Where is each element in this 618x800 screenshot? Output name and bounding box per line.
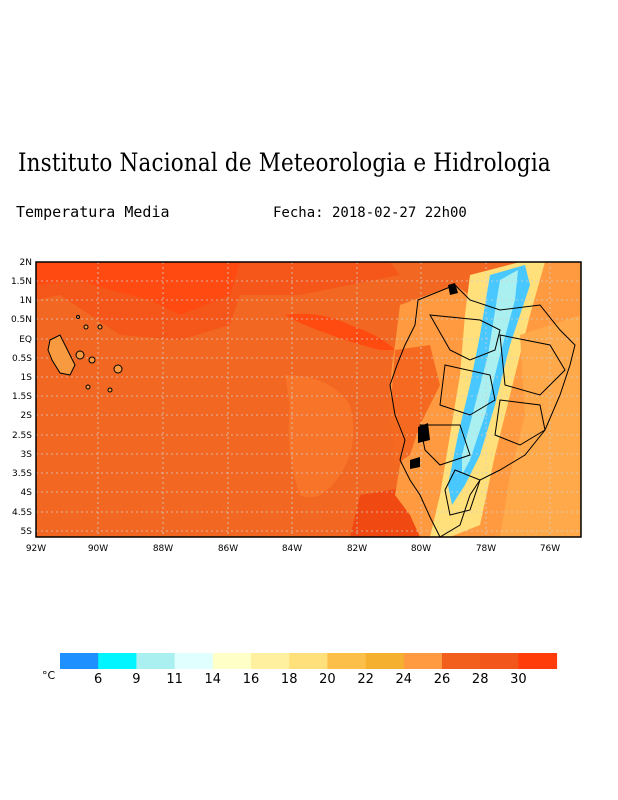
legend-tick-label: 24 (396, 672, 413, 687)
legend-swatch (365, 653, 405, 669)
lon-tick-label: 84W (282, 544, 302, 554)
legend-tick-label: 18 (281, 672, 298, 687)
lat-tick-label: 3S (21, 450, 33, 460)
lat-tick-label: 1S (21, 373, 33, 383)
lon-tick-label: 92W (26, 544, 46, 554)
temperature-map: 2N 1.5N 1N 0.5N EQ 0.5S 1S 1.5S 2S 2.5S … (0, 255, 618, 565)
lat-axis: 2N 1.5N 1N 0.5N EQ 0.5S 1S 1.5S 2S 2.5S … (11, 258, 32, 537)
ecuador-borders (389, 284, 576, 537)
legend-swatch (60, 653, 99, 669)
lat-tick-label: 1N (20, 296, 32, 306)
galapagos-islands (47, 315, 123, 393)
legend-tick-label: 22 (357, 672, 374, 687)
legend-swatch (327, 653, 367, 669)
legend-swatch (480, 653, 519, 669)
variable-label: Temperatura Media (16, 203, 170, 221)
lat-tick-label: 4.5S (12, 508, 32, 518)
legend-tick-label: 11 (166, 672, 183, 687)
lat-tick-label: 2N (20, 258, 32, 268)
lat-tick-label: 4S (21, 488, 33, 498)
lat-tick-label: 0.5N (11, 315, 32, 325)
legend-swatch (518, 653, 558, 669)
lat-tick-label: 1.5S (12, 392, 32, 402)
legend-swatch (212, 653, 252, 669)
legend-swatch (289, 653, 328, 669)
lat-tick-label: 3.5S (12, 469, 32, 479)
legend-swatch (98, 653, 137, 669)
coastal-islands (410, 283, 458, 469)
lon-tick-label: 86W (218, 544, 238, 554)
legend-tick-label: 16 (243, 672, 260, 687)
lon-tick-label: 82W (347, 544, 367, 554)
color-legend: °C 6 9 11 14 16 18 20 22 24 26 28 30 (40, 650, 580, 700)
graticule (36, 262, 581, 537)
lat-tick-label: EQ (19, 335, 32, 345)
legend-tick-label: 20 (319, 672, 336, 687)
legend-swatch (174, 653, 214, 669)
legend-tick-label: 14 (205, 672, 222, 687)
legend-tick-label: 9 (132, 672, 140, 687)
institution-title: Instituto Nacional de Meteorologia e Hid… (18, 148, 551, 177)
legend-swatch (136, 653, 176, 669)
legend-swatch (251, 653, 290, 669)
map-field (36, 262, 581, 537)
lat-tick-label: 5S (21, 527, 33, 537)
lat-tick-label: 2.5S (12, 431, 32, 441)
legend-swatches (60, 653, 558, 669)
lon-tick-label: 76W (540, 544, 560, 554)
map-frame (35, 261, 582, 538)
legend-tick-label: 6 (94, 672, 102, 687)
legend-unit: °C (42, 669, 56, 682)
lon-tick-label: 78W (476, 544, 496, 554)
legend-tick-label: 26 (434, 672, 451, 687)
date-label: Fecha: 2018-02-27 22h00 (273, 205, 467, 221)
legend-swatch (403, 653, 443, 669)
lon-tick-label: 90W (88, 544, 108, 554)
lon-tick-label: 88W (153, 544, 173, 554)
lat-tick-label: 2S (21, 411, 33, 421)
lat-tick-label: 0.5S (12, 354, 32, 364)
lon-tick-label: 80W (411, 544, 431, 554)
legend-tick-label: 30 (510, 672, 527, 687)
lon-axis: 92W 90W 88W 86W 84W 82W 80W 78W 76W (26, 544, 560, 554)
legend-swatch (442, 653, 481, 669)
lat-tick-label: 1.5N (11, 277, 32, 287)
legend-tick-label: 28 (472, 672, 489, 687)
legend-ticks: 6 9 11 14 16 18 20 22 24 26 28 30 (94, 672, 527, 687)
